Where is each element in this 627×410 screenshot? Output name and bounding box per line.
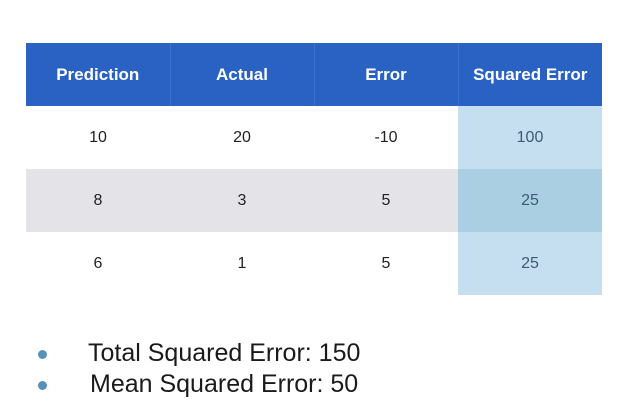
header-actual: Actual	[170, 43, 315, 106]
error-table: Prediction Actual Error Squared Error 10…	[26, 43, 602, 295]
summary-text: Total Squared Error: 150	[88, 339, 361, 367]
cell-error: 5	[314, 232, 458, 295]
cell-actual: 1	[170, 232, 314, 295]
cell-actual: 20	[170, 106, 314, 169]
summary-text: Mean Squared Error: 50	[90, 370, 359, 398]
table-row: 8 3 5 25	[26, 169, 602, 232]
table-header-row: Prediction Actual Error Squared Error	[26, 43, 602, 106]
header-prediction: Prediction	[26, 43, 171, 106]
header-error: Error	[314, 43, 459, 106]
cell-squared-error: 100	[458, 106, 602, 169]
table-row: 10 20 -10 100	[26, 106, 602, 169]
cell-prediction: 6	[26, 232, 170, 295]
cell-prediction: 10	[26, 106, 170, 169]
cell-squared-error: 25	[458, 232, 602, 295]
cell-prediction: 8	[26, 169, 170, 232]
table-row: 6 1 5 25	[26, 232, 602, 295]
cell-error: 5	[314, 169, 458, 232]
bullet-icon	[38, 381, 47, 390]
bullet-icon	[38, 350, 47, 359]
cell-error: -10	[314, 106, 458, 169]
header-squared-error: Squared Error	[458, 43, 602, 106]
cell-squared-error: 25	[458, 169, 602, 232]
cell-actual: 3	[170, 169, 314, 232]
